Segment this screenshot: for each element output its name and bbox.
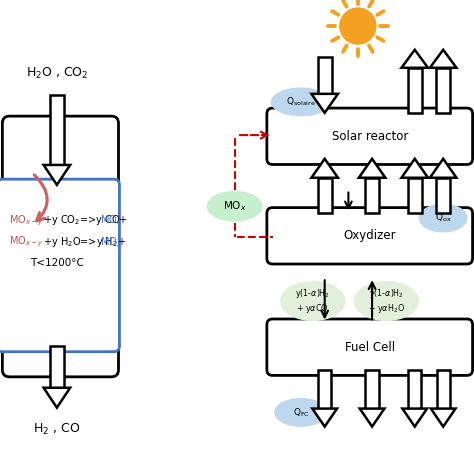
Ellipse shape <box>207 191 262 221</box>
Polygon shape <box>44 165 70 185</box>
FancyBboxPatch shape <box>436 178 450 213</box>
Ellipse shape <box>419 204 467 232</box>
FancyBboxPatch shape <box>365 370 379 409</box>
Text: T<1200°C: T<1200°C <box>30 258 84 268</box>
FancyBboxPatch shape <box>267 208 473 264</box>
FancyBboxPatch shape <box>408 68 422 113</box>
Polygon shape <box>430 159 456 178</box>
Circle shape <box>340 8 376 44</box>
Text: MO$_{x-y}$: MO$_{x-y}$ <box>9 213 44 228</box>
Text: Oxydizer: Oxydizer <box>343 229 396 242</box>
FancyBboxPatch shape <box>0 179 119 352</box>
FancyBboxPatch shape <box>437 370 450 409</box>
FancyBboxPatch shape <box>318 57 332 94</box>
Ellipse shape <box>354 282 419 320</box>
Text: Q$_{\mathregular{FC}}$: Q$_{\mathregular{FC}}$ <box>292 406 310 419</box>
Text: Solar reactor: Solar reactor <box>331 130 408 143</box>
Text: Q$_{\mathregular{solaire}}$: Q$_{\mathregular{solaire}}$ <box>286 96 316 108</box>
FancyBboxPatch shape <box>408 370 421 409</box>
FancyBboxPatch shape <box>50 346 64 388</box>
Polygon shape <box>401 50 428 68</box>
Polygon shape <box>402 409 427 427</box>
FancyBboxPatch shape <box>267 319 473 375</box>
FancyBboxPatch shape <box>50 95 64 165</box>
Polygon shape <box>430 50 456 68</box>
Polygon shape <box>311 159 338 178</box>
FancyBboxPatch shape <box>408 178 422 213</box>
FancyBboxPatch shape <box>318 370 331 409</box>
Polygon shape <box>44 388 70 408</box>
Ellipse shape <box>271 88 331 116</box>
FancyBboxPatch shape <box>2 116 118 377</box>
Ellipse shape <box>275 399 327 426</box>
Text: Fuel Cell: Fuel Cell <box>345 341 395 354</box>
Text: MO$_x$: MO$_x$ <box>100 235 122 249</box>
Text: H$_2$O , CO$_2$: H$_2$O , CO$_2$ <box>26 65 88 81</box>
Polygon shape <box>401 159 428 178</box>
Text: Q$_{\mathregular{ox}}$: Q$_{\mathregular{ox}}$ <box>435 212 451 224</box>
FancyBboxPatch shape <box>436 68 450 113</box>
Polygon shape <box>431 409 456 427</box>
Polygon shape <box>311 94 338 113</box>
FancyBboxPatch shape <box>318 178 332 213</box>
Polygon shape <box>312 409 337 427</box>
Polygon shape <box>360 409 384 427</box>
FancyBboxPatch shape <box>267 108 473 164</box>
Polygon shape <box>359 159 385 178</box>
Text: MO$_x$: MO$_x$ <box>100 213 122 228</box>
Ellipse shape <box>281 282 345 320</box>
Text: MO$_x$: MO$_x$ <box>223 199 246 213</box>
Text: H$_2$ , CO: H$_2$ , CO <box>33 422 81 437</box>
Text: y(1-$\alpha$)H$_2$
+ y$\alpha$CO: y(1-$\alpha$)H$_2$ + y$\alpha$CO <box>295 287 330 315</box>
Text: +y H$_2$O=>y H$_2$+: +y H$_2$O=>y H$_2$+ <box>43 235 127 249</box>
Text: +y CO$_2$=>y CO+: +y CO$_2$=>y CO+ <box>43 213 129 228</box>
FancyBboxPatch shape <box>365 178 379 213</box>
Text: y(1-$\alpha$)H$_2$
+ y$\alpha$H$_2$O: y(1-$\alpha$)H$_2$ + y$\alpha$H$_2$O <box>368 287 405 315</box>
Text: MO$_{x-y}$: MO$_{x-y}$ <box>9 235 44 249</box>
